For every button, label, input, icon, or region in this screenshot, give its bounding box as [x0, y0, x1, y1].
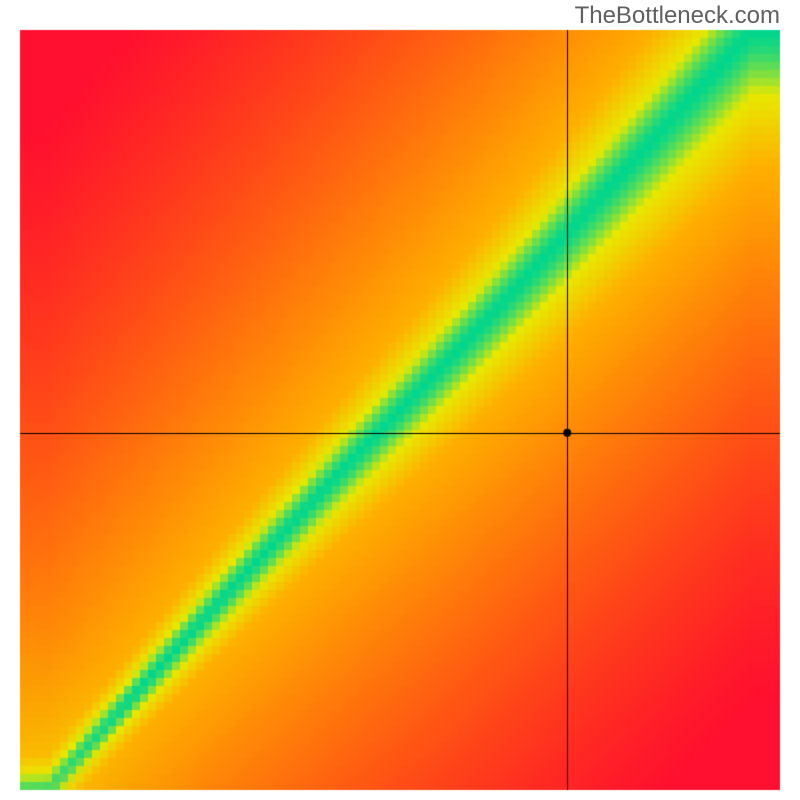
bottleneck-heatmap — [0, 0, 800, 800]
watermark-text: TheBottleneck.com — [575, 2, 780, 30]
